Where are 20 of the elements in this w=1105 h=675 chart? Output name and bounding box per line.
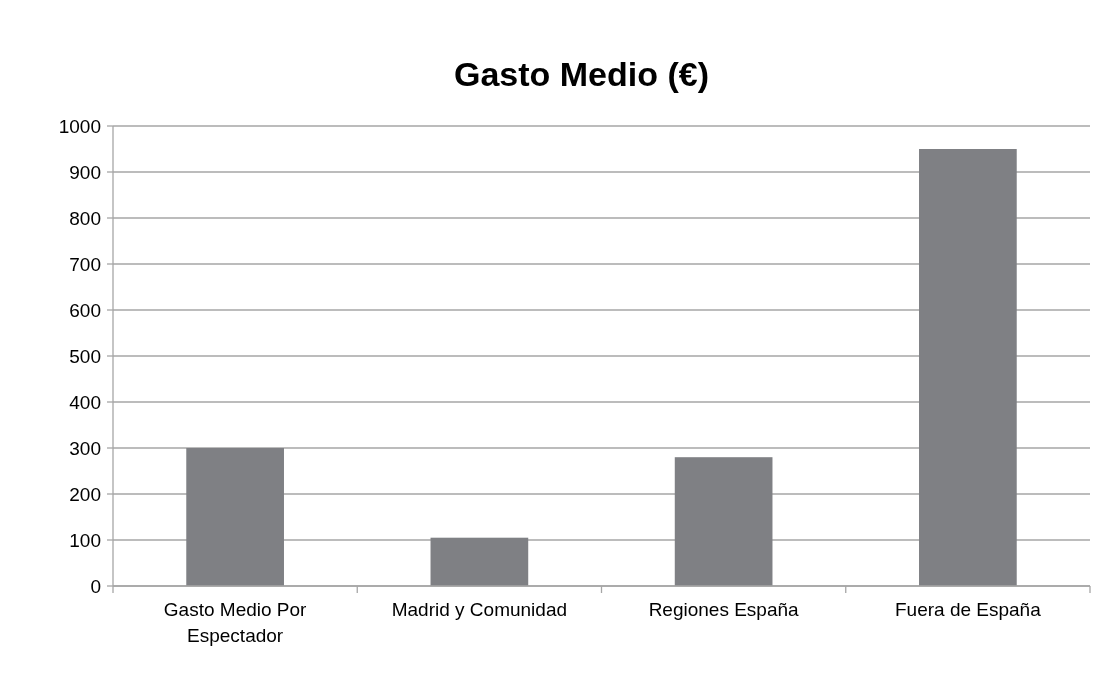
x-tick-label: Fuera de España <box>894 599 1042 620</box>
bar <box>430 537 529 586</box>
y-tick-label: 900 <box>69 161 101 183</box>
y-tick-label: 800 <box>69 207 101 229</box>
y-tick-label: 500 <box>69 345 101 367</box>
y-tick-label: 100 <box>69 529 101 551</box>
y-tick-label: 1000 <box>58 115 101 137</box>
x-tick-label: Regiones España <box>648 599 800 620</box>
bar <box>674 457 773 586</box>
chart-title: Gasto Medio (€) <box>453 55 710 93</box>
y-tick-label: 300 <box>69 437 101 459</box>
y-tick-label: 200 <box>69 483 101 505</box>
y-tick-label: 400 <box>69 391 101 413</box>
bar <box>186 448 284 586</box>
x-tick-label: Gasto Medio Por Espectador <box>163 599 308 646</box>
y-tick-label: 600 <box>69 299 101 321</box>
x-tick-label: Madrid y Comunidad <box>391 599 568 620</box>
bar <box>919 149 1017 586</box>
y-tick-label: 0 <box>90 575 101 597</box>
y-tick-label: 700 <box>69 253 101 275</box>
